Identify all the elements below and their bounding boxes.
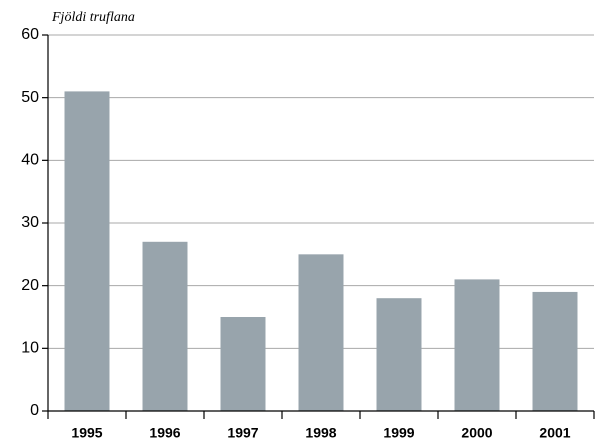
bar [454,279,500,411]
y-tick-label: 50 [21,89,39,106]
bar [532,291,578,411]
bar [220,317,266,411]
x-tick-label: 1999 [383,425,414,441]
bar [376,298,422,411]
y-tick-label: 40 [21,152,39,169]
x-tick-label: 2000 [461,425,492,441]
x-tick-label: 1995 [71,425,102,441]
x-tick-label: 2001 [539,425,570,441]
y-tick-label: 0 [30,402,39,419]
bar [142,241,188,411]
bar [64,91,110,412]
x-tick-label: 1996 [149,425,180,441]
y-tick-label: 60 [21,26,39,43]
y-tick-label: 10 [21,340,39,357]
y-axis-label: Fjöldi truflana [51,10,135,25]
y-tick-label: 30 [21,214,39,231]
x-tick-label: 1997 [227,425,258,441]
bar [298,254,344,411]
y-tick-label: 20 [21,277,39,294]
x-tick-label: 1998 [305,425,336,441]
